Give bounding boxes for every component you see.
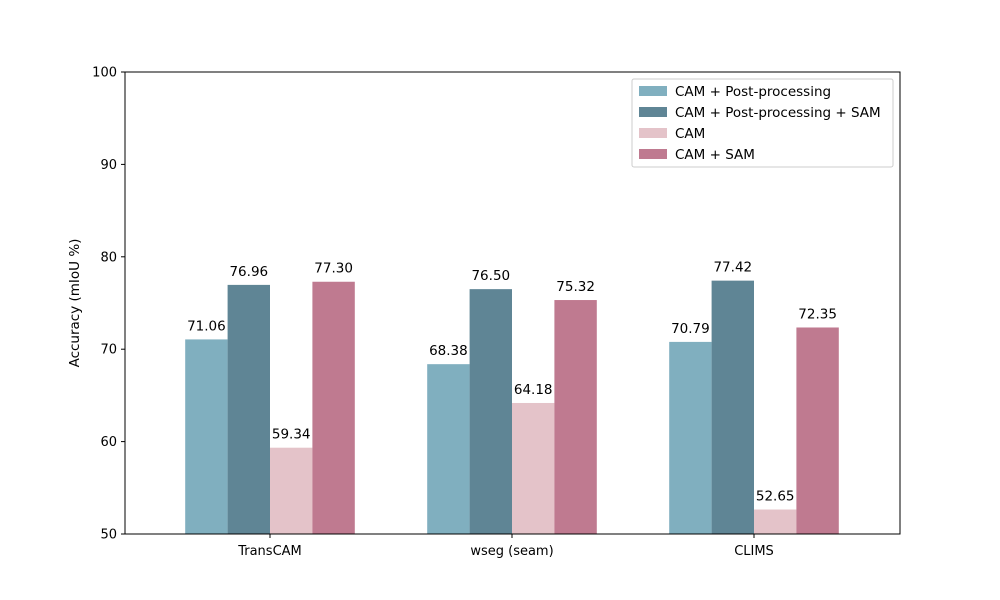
legend-swatch bbox=[639, 107, 667, 117]
y-axis-title: Accuracy (mIoU %) bbox=[67, 239, 83, 368]
bar-1-0 bbox=[427, 364, 470, 534]
legend-swatch bbox=[639, 86, 667, 96]
legend-label: CAM bbox=[675, 126, 705, 142]
legend-label: CAM + Post-processing bbox=[675, 84, 831, 100]
y-tick-label: 80 bbox=[100, 250, 117, 265]
bar-0-3 bbox=[312, 281, 355, 534]
bar-2-1 bbox=[711, 280, 754, 534]
legend-swatch bbox=[639, 149, 667, 159]
bar-1-3 bbox=[554, 300, 597, 534]
bar-1-1 bbox=[469, 289, 512, 534]
bar-2-3 bbox=[796, 327, 839, 534]
y-tick-label: 60 bbox=[100, 435, 117, 450]
data-label-2-0: 70.79 bbox=[671, 321, 710, 337]
legend-frame bbox=[631, 78, 894, 168]
y-tick-label: 90 bbox=[100, 158, 117, 173]
data-label-0-0: 71.06 bbox=[187, 318, 226, 334]
x-tick-label: wseg (seam) bbox=[470, 544, 553, 559]
legend: CAM + Post-processing CAM + Post-processi… bbox=[631, 78, 894, 168]
x-axis: TransCAM wseg (seam) CLIMS bbox=[237, 534, 774, 559]
data-label-1-0: 68.38 bbox=[429, 343, 468, 359]
y-tick-label: 50 bbox=[100, 528, 117, 543]
bar-0-2 bbox=[270, 447, 313, 534]
bar-0-1 bbox=[227, 284, 270, 534]
data-labels-layer: 71.06 68.38 70.79 76.96 76.50 77.42 59.34 64.18… bbox=[187, 260, 837, 505]
data-label-2-2: 52.65 bbox=[756, 489, 795, 505]
data-label-0-1: 76.96 bbox=[229, 264, 268, 280]
legend-label: CAM + SAM bbox=[675, 147, 755, 163]
bar-1-2 bbox=[512, 402, 555, 534]
data-label-1-1: 76.50 bbox=[471, 268, 510, 284]
data-label-1-2: 64.18 bbox=[514, 382, 553, 398]
data-label-2-1: 77.42 bbox=[713, 260, 752, 276]
bar-2-2 bbox=[754, 509, 797, 534]
data-label-0-2: 59.34 bbox=[272, 427, 311, 443]
bar-0-0 bbox=[185, 339, 228, 534]
data-label-0-3: 77.30 bbox=[314, 261, 353, 277]
bars-layer bbox=[185, 280, 839, 534]
y-tick-label: 100 bbox=[92, 66, 117, 81]
bar-2-0 bbox=[669, 341, 712, 534]
y-axis: 50 60 70 80 90 100 bbox=[92, 66, 125, 543]
x-tick-label: CLIMS bbox=[734, 544, 774, 559]
y-tick-label: 70 bbox=[100, 343, 117, 358]
legend-swatch bbox=[639, 128, 667, 138]
legend-label: CAM + Post-processing + SAM bbox=[675, 105, 881, 121]
data-label-1-3: 75.32 bbox=[556, 279, 595, 295]
data-label-2-3: 72.35 bbox=[798, 306, 837, 322]
x-tick-label: TransCAM bbox=[237, 544, 302, 559]
